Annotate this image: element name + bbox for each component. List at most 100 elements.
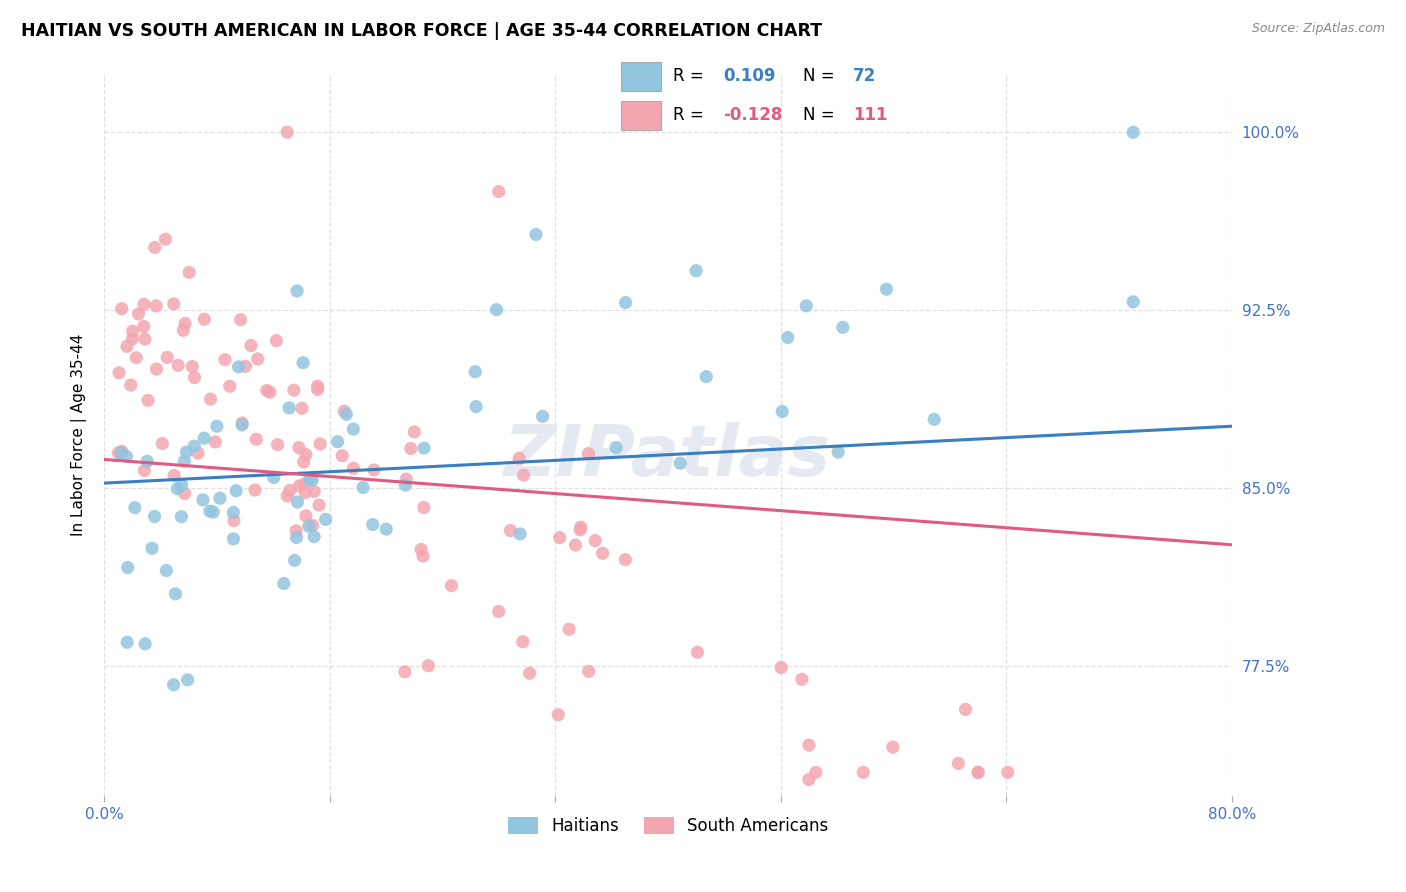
Point [418,658,440,673]
Point [163,297,186,311]
Point [134,637,156,651]
Point [298,472,321,486]
Point [181,359,204,374]
Point [797,772,820,787]
Point [187,446,209,460]
Point [614,295,637,310]
Point [440,579,463,593]
Point [115,635,138,649]
Point [292,455,315,469]
Point [295,448,318,462]
Point [284,553,307,567]
Point [298,519,321,533]
Text: R =: R = [673,105,704,123]
Legend: Haitians, South Americans: Haitians, South Americans [508,816,828,835]
Point [882,740,904,755]
Point [997,765,1019,780]
Point [276,125,298,139]
Point [120,378,142,392]
Point [134,463,156,477]
Point [394,665,416,679]
Point [288,479,311,493]
Point [243,483,266,497]
Point [276,489,298,503]
Point [172,323,194,337]
Point [214,352,236,367]
Point [342,461,364,475]
Point [292,356,315,370]
FancyBboxPatch shape [621,62,661,91]
Point [335,407,357,421]
Point [1122,125,1144,139]
FancyBboxPatch shape [621,101,661,130]
Point [285,524,308,538]
Point [922,412,945,426]
Point [228,359,250,374]
Point [143,509,166,524]
Point [273,576,295,591]
Point [315,512,337,526]
Point [115,450,138,464]
Point [564,538,586,552]
Point [605,441,627,455]
Point [569,520,592,534]
Point [117,560,139,574]
Point [512,634,534,648]
Point [531,409,554,424]
Point [225,483,247,498]
Point [165,587,187,601]
Point [200,392,222,406]
Point [592,546,614,560]
Point [524,227,547,242]
Point [132,297,155,311]
Point [411,542,433,557]
Point [166,482,188,496]
Point [218,379,240,393]
Text: -0.128: -0.128 [723,105,782,123]
Point [128,307,150,321]
Point [548,531,571,545]
Point [170,509,193,524]
Point [278,401,301,415]
Point [508,451,530,466]
Point [256,384,278,398]
Point [967,765,990,780]
Point [173,454,195,468]
Point [111,444,134,458]
Point [326,434,349,449]
Point [294,476,316,491]
Point [776,330,799,344]
Point [287,495,309,509]
Point [395,472,418,486]
Point [240,338,263,352]
Text: ZIPatlas: ZIPatlas [505,422,831,491]
Point [124,500,146,515]
Point [485,302,508,317]
Point [198,504,221,518]
Point [499,524,522,538]
Point [955,702,977,716]
Point [202,505,225,519]
Point [519,666,541,681]
Text: 0.109: 0.109 [723,68,776,86]
Point [231,416,253,430]
Point [235,359,257,374]
Point [246,351,269,366]
Text: 72: 72 [853,68,876,86]
Point [141,541,163,556]
Point [132,319,155,334]
Point [121,324,143,338]
Point [150,436,173,450]
Point [488,605,510,619]
Point [176,673,198,687]
Point [309,437,332,451]
Point [686,645,709,659]
Point [278,483,301,498]
Point [412,549,434,563]
Point [375,522,398,536]
Point [770,404,793,418]
Point [110,446,132,460]
Point [797,738,820,752]
Point [183,439,205,453]
Point [413,441,436,455]
